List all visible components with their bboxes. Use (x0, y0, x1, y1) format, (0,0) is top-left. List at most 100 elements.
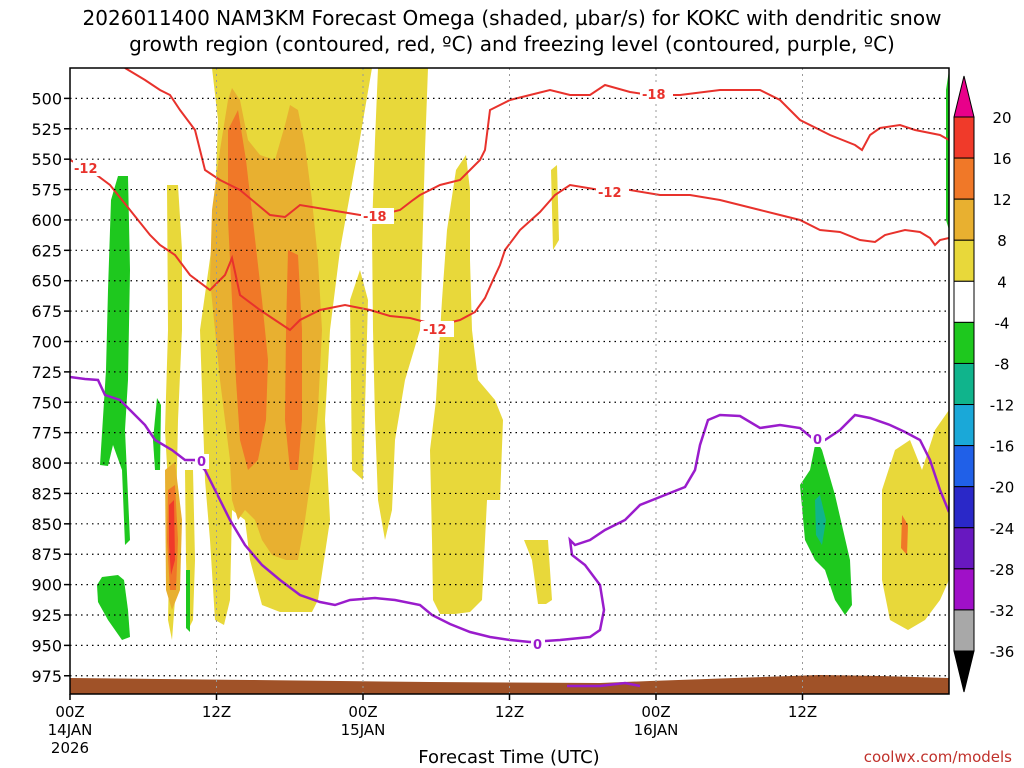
x-tick-date-label: 16JAN (634, 721, 679, 739)
colorbar-segment (953, 362, 975, 406)
y-tick-label: 800 (31, 454, 62, 473)
omega-teal-region (815, 495, 826, 545)
y-tick-label: 525 (31, 120, 62, 139)
y-tick-label: 675 (31, 302, 62, 321)
colorbar-label: -32 (990, 602, 1015, 620)
plot-area (70, 68, 949, 694)
y-tick-label: 775 (31, 424, 62, 443)
x-tick-label: 12Z (202, 703, 231, 721)
x-gridlines (216, 68, 803, 694)
red-contour-minus12 (70, 159, 949, 332)
omega-shading-teal (815, 495, 826, 545)
y-axis: 500 525 550 575 600 625 650 675 700 725 750 775 800 8… (31, 89, 70, 686)
red-contour-minus18 (124, 68, 949, 219)
contour-labels: -12 -18 -18 -12 -12 0 0 0 (73, 86, 825, 653)
x-axis-label: Forecast Time (UTC) (418, 747, 599, 768)
colorbar-label: -28 (990, 561, 1015, 579)
colorbar-top-arrow (953, 75, 975, 118)
red-contour-label: -18 (642, 88, 666, 103)
terrain-ground (70, 675, 949, 694)
y-tick-label: 600 (31, 211, 62, 230)
colorbar-segment (953, 486, 975, 529)
y-tick-label: 650 (31, 272, 62, 291)
x-tick-year-label: 2026 (51, 739, 89, 757)
colorbar: 20 16 12 8 4 -4 -8 -12 -16 -20 -24 -28 -32 -36 (953, 75, 1015, 693)
red-label-bg (361, 208, 394, 224)
omega-red-region (169, 500, 175, 575)
y-tick-label: 850 (31, 515, 62, 534)
red-contour-label: -12 (423, 323, 447, 338)
x-tick-date-label: 15JAN (341, 721, 386, 739)
omega-green-region (186, 570, 190, 632)
x-tick-date-label: 14JAN (48, 721, 93, 739)
omega-shading-red (169, 500, 175, 575)
colorbar-label: -8 (995, 355, 1010, 373)
omega-yellow-region (350, 270, 368, 480)
purple-contour-label: 0 (197, 455, 206, 470)
red-contour-label: -12 (598, 186, 622, 201)
purple-label-bg (531, 637, 545, 652)
x-tick-label: 00Z (348, 703, 377, 721)
omega-yellow-region (524, 540, 552, 604)
purple-label-bg (195, 454, 209, 469)
y-tick-label: 575 (31, 181, 62, 200)
omega-orange-region (901, 515, 908, 555)
red-contour-label: -18 (363, 210, 387, 225)
y-tick-label: 725 (31, 363, 62, 382)
omega-green-region (97, 575, 130, 640)
y-tick-label: 500 (31, 89, 62, 108)
red-label-bg (421, 321, 454, 337)
omega-yellow-region (372, 68, 428, 540)
omega-yellow-region (882, 410, 949, 630)
colorbar-segment (953, 239, 975, 282)
red-label-bg (640, 86, 673, 102)
x-tick-label: 12Z (788, 703, 817, 721)
y-tick-label: 700 (31, 332, 62, 351)
colorbar-segment (953, 568, 975, 611)
omega-green-region (800, 440, 852, 615)
colorbar-label: -12 (990, 397, 1015, 415)
omega-shading-orange (167, 110, 908, 590)
omega-yellow-region (430, 155, 503, 614)
colorbar-label: -20 (990, 479, 1015, 497)
colorbar-label: -24 (990, 520, 1015, 538)
colorbar-label: 8 (997, 232, 1007, 250)
red-label-bg (73, 160, 103, 176)
x-tick-label: 00Z (641, 703, 670, 721)
colorbar-label: -36 (990, 643, 1015, 661)
omega-orange-region (285, 250, 302, 470)
colorbar-label: 12 (992, 191, 1011, 209)
omega-orange-region (228, 110, 268, 470)
y-tick-label: 750 (31, 393, 62, 412)
purple-contour-label: 0 (533, 638, 542, 653)
chart-title-line2: growth region (contoured, red, ºC) and f… (129, 32, 895, 56)
colorbar-segment (953, 321, 975, 364)
colorbar-label: 20 (992, 109, 1011, 127)
colorbar-label: 4 (997, 273, 1007, 291)
y-tick-label: 900 (31, 576, 62, 595)
red-label-bg (596, 184, 629, 200)
x-tick-label: 00Z (55, 703, 84, 721)
colorbar-label: 16 (992, 150, 1011, 168)
colorbar-bottom-arrow (953, 650, 975, 693)
colorbar-segment (953, 198, 975, 241)
colorbar-segment (953, 404, 975, 447)
y-tick-label: 550 (31, 150, 62, 169)
omega-green-region (153, 398, 161, 470)
colorbar-segment (953, 609, 975, 652)
y-tick-label: 875 (31, 545, 62, 564)
y-tick-label: 950 (31, 636, 62, 655)
omega-green-region (100, 176, 130, 545)
y-tick-label: 925 (31, 606, 62, 625)
x-tick-label: 12Z (495, 703, 524, 721)
purple-contour-0-bottom (567, 681, 641, 688)
omega-shading-green (97, 70, 949, 640)
chart-title-line1: 2026011400 NAM3KM Forecast Omega (shaded… (83, 6, 942, 30)
colorbar-segment (953, 157, 975, 200)
dgz-contours-red (70, 68, 949, 332)
purple-label-bg (811, 432, 825, 447)
red-contour-label: -12 (74, 162, 98, 177)
colorbar-segment (953, 280, 975, 323)
colorbar-segment (953, 445, 975, 488)
